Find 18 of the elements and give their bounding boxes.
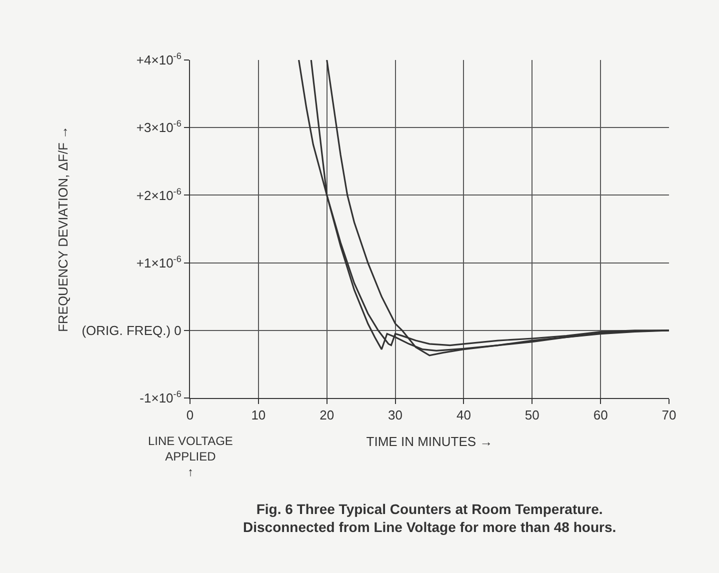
y-tick-label: +4×10$^{-6}$	[136, 51, 182, 68]
y-tick-label: +3×10$^{-6}$	[136, 118, 182, 136]
x-axis-title: TIME IN MINUTES →	[366, 434, 493, 450]
caption: Fig. 6 Three Typical Counters at Room Temperature. Disconnected from Line Voltage for more than 48 hours.	[243, 501, 616, 536]
y-tick-label: -1×10$^{-6}$	[140, 389, 182, 406]
x-tick-label: 50	[524, 408, 540, 423]
x-tick-label: 70	[662, 408, 676, 423]
x-tick-label: 20	[320, 408, 334, 423]
x-tick-label: 40	[456, 408, 471, 423]
text: LINE VOLTAGE APPLIED ↑	[148, 434, 233, 480]
y-tick-label: +1×10$^{-6}$	[136, 254, 182, 270]
y-tick-label: (ORIG. FREQ.) 0	[82, 322, 182, 338]
y-axis-title: FREQUENCY DEVIATION, ΔF/F →	[56, 126, 71, 332]
x-tick-label: 60	[593, 408, 608, 423]
y-tick-label: +2×10$^{-6}$	[136, 186, 182, 203]
x-tick-label: 0	[186, 408, 194, 423]
x-tick-label: 10	[251, 408, 266, 423]
x-tick-label: 30	[388, 408, 403, 423]
